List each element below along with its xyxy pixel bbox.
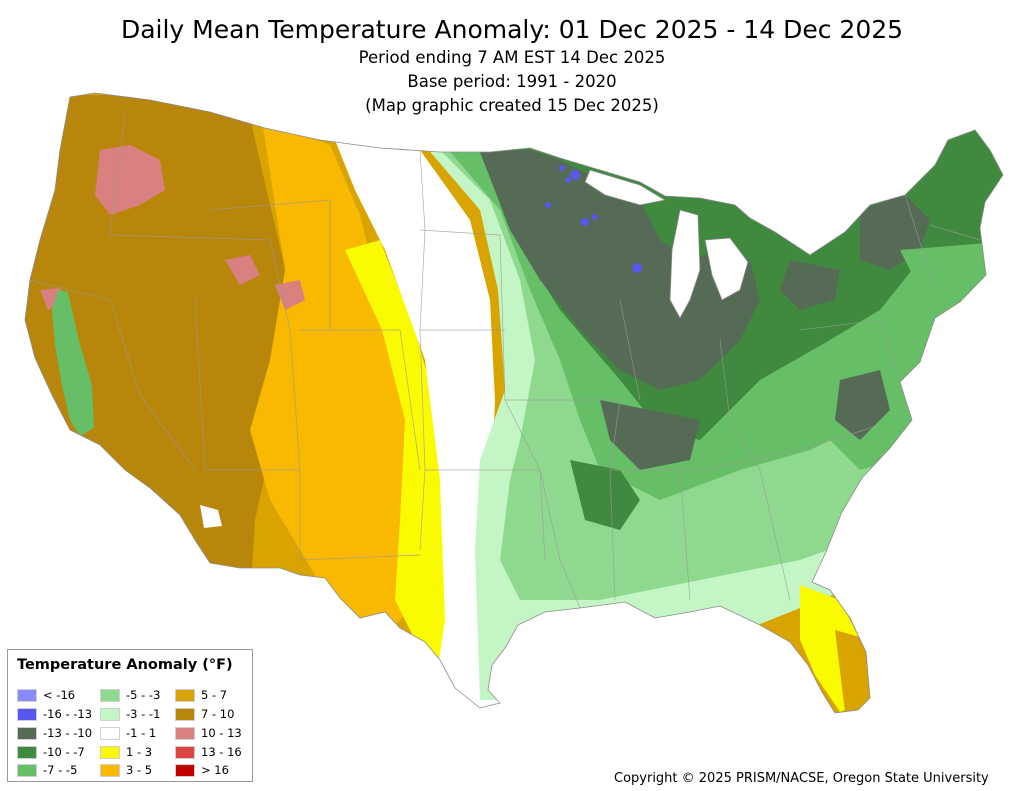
legend-swatch (17, 689, 37, 702)
subtitle-base-period: Base period: 1991 - 2020 (407, 72, 617, 91)
legend-swatch (175, 727, 195, 740)
legend-label: 10 - 13 (201, 726, 242, 740)
legend-label: -16 - -13 (43, 707, 93, 721)
legend-swatch (100, 727, 120, 740)
legend-label: 1 - 3 (126, 745, 153, 759)
legend-label: -13 - -10 (43, 726, 93, 740)
map-title: Daily Mean Temperature Anomaly: 01 Dec 2… (120, 15, 904, 44)
cold-spots (545, 165, 642, 273)
legend-swatch (17, 727, 37, 740)
legend-label: -3 - -1 (126, 707, 161, 721)
legend-swatch (100, 708, 120, 721)
us-outline (24, 92, 1004, 714)
legend-swatch (17, 764, 37, 777)
legend-label: -1 - 1 (126, 726, 157, 740)
legend-swatch (17, 708, 37, 721)
legend-swatch (175, 689, 195, 702)
legend-swatch (175, 764, 195, 777)
legend-label: 7 - 10 (201, 707, 235, 721)
legend-swatch (100, 764, 120, 777)
legend-label: -10 - -7 (43, 745, 85, 759)
subtitle-period: Period ending 7 AM EST 14 Dec 2025 (358, 48, 666, 67)
legend-label: > 16 (201, 763, 229, 777)
great-lakes (584, 169, 749, 319)
legend-swatch (17, 746, 37, 759)
legend-label: 13 - 16 (201, 745, 242, 759)
legend-swatch (100, 746, 120, 759)
subtitle-created: (Map graphic created 15 Dec 2025) (365, 96, 659, 115)
copyright-notice: Copyright © 2025 PRISM/NACSE, Oregon Sta… (614, 771, 989, 786)
legend-swatch (100, 689, 120, 702)
legend: Temperature Anomaly (°F) < -16 -16 - -13… (7, 649, 253, 782)
legend-title: Temperature Anomaly (°F) (17, 657, 233, 673)
legend-label: -7 - -5 (43, 763, 78, 777)
legend-label: < -16 (43, 688, 76, 702)
legend-label: 5 - 7 (201, 688, 228, 702)
legend-label: -5 - -3 (126, 688, 161, 702)
legend-swatch (175, 746, 195, 759)
state-borders (29, 114, 981, 609)
legend-label: 3 - 5 (126, 763, 153, 777)
legend-swatch (175, 708, 195, 721)
